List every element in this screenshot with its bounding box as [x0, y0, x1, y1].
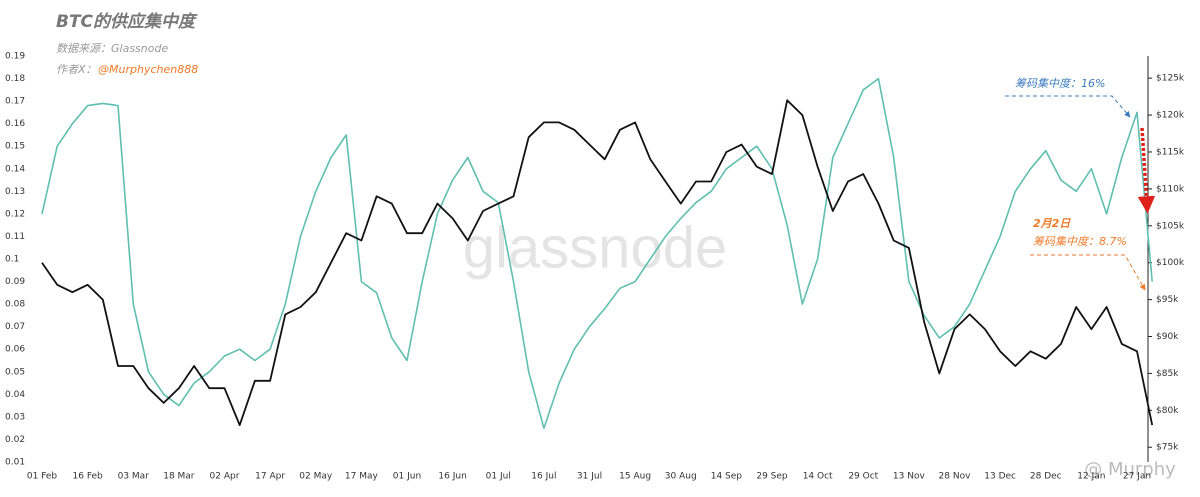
- x-tick-label: 28 Nov: [939, 472, 972, 482]
- author: @Murphychen888: [98, 63, 198, 76]
- y-tick-label: 0.08: [5, 300, 25, 310]
- x-tick-label: 31 Jul: [577, 472, 602, 482]
- x-tick-label: 02 Apr: [210, 472, 240, 482]
- y2-tick-label: $105k: [1156, 221, 1185, 231]
- y-tick-label: 0.12: [5, 209, 25, 219]
- y2-tick-label: $95k: [1156, 295, 1179, 305]
- y-tick-label: 0.02: [5, 435, 25, 445]
- x-tick-label: 02 May: [299, 472, 333, 482]
- y2-tick-label: $125k: [1156, 74, 1185, 84]
- series-line: [41, 99, 1154, 426]
- y-tick-label: 0.05: [5, 367, 25, 377]
- source: 数据来源：Glassnode: [56, 42, 168, 55]
- annotation: 筹码集中度：16%: [1015, 77, 1105, 90]
- y-tick-label: 0.17: [5, 97, 25, 107]
- y-tick-label: 0.16: [5, 119, 25, 129]
- x-tick-label: 30 Aug: [665, 472, 697, 482]
- annotation: 2月2日: [1033, 217, 1071, 230]
- y-tick-label: 0.14: [5, 164, 25, 174]
- y2-tick-label: $80k: [1156, 406, 1179, 416]
- y-tick-label: 0.11: [5, 232, 25, 242]
- x-tick-label: 27 Jan: [1123, 472, 1151, 482]
- y2-tick-label: $120k: [1156, 111, 1185, 121]
- x-tick-label: 14 Oct: [803, 472, 833, 482]
- x-tick-label: 18 Mar: [163, 472, 195, 482]
- x-tick-label: 13 Dec: [984, 472, 1016, 482]
- chart-title: BTC的供应集中度: [56, 12, 198, 32]
- x-tick-label: 16 Jun: [438, 472, 466, 482]
- x-tick-label: 15 Aug: [619, 472, 651, 482]
- x-tick-label: 12 Jan: [1077, 472, 1105, 482]
- y2-tick-label: $100k: [1156, 258, 1185, 268]
- y-tick-label: 0.07: [5, 322, 25, 332]
- y-tick-label: 0.15: [5, 142, 25, 152]
- x-tick-label: 16 Feb: [73, 472, 104, 482]
- series-line: [41, 77, 1153, 429]
- x-tick-label: 29 Oct: [848, 472, 878, 482]
- watermark-author: @ Murphy: [1084, 459, 1176, 480]
- x-tick-label: 28 Dec: [1030, 472, 1062, 482]
- arrow: [1005, 95, 1131, 118]
- x-tick-label: 01 Jul: [486, 472, 511, 482]
- x-tick-label: 16 Jul: [531, 472, 556, 482]
- annotation: 筹码集中度：8.7%: [1033, 235, 1127, 248]
- plot: 0.01 0.02 0.03 0.04 0.05 0.06 0.07 0.08 0.09 0.1 0…: [5, 52, 1185, 482]
- y-tick-label: 0.06: [5, 345, 25, 355]
- x-tick-label: 01 Jun: [393, 472, 421, 482]
- x-tick-label: 17 Apr: [255, 472, 285, 482]
- y-tick-label: 0.13: [5, 187, 25, 197]
- y-tick-label: 0.03: [5, 412, 25, 422]
- author-prefix: 作者X：: [56, 63, 97, 76]
- x-tick-label: 13 Nov: [893, 472, 926, 482]
- y-tick-label: 0.04: [5, 390, 25, 400]
- arrow: [1030, 254, 1146, 291]
- y2-tick-label: $110k: [1156, 184, 1185, 194]
- x-tick-label: 03 Mar: [118, 472, 150, 482]
- y2-tick-label: $85k: [1156, 369, 1179, 379]
- y-tick-label: 0.01: [5, 458, 25, 468]
- y-tick-label: 0.09: [5, 277, 25, 287]
- x-tick-label: 14 Sep: [711, 472, 743, 482]
- y2-tick-label: $115k: [1156, 147, 1185, 157]
- y-tick-label: 0.1: [5, 255, 19, 265]
- x-tick-label: 01 Feb: [27, 472, 58, 482]
- y2-tick-label: $75k: [1156, 443, 1179, 453]
- y2-tick-label: $90k: [1156, 332, 1179, 342]
- y-tick-label: 0.19: [5, 52, 25, 62]
- y-tick-label: 0.18: [5, 74, 25, 84]
- arrow: [1137, 127, 1156, 214]
- x-tick-label: 29 Sep: [756, 472, 788, 482]
- x-tick-label: 17 May: [345, 472, 379, 482]
